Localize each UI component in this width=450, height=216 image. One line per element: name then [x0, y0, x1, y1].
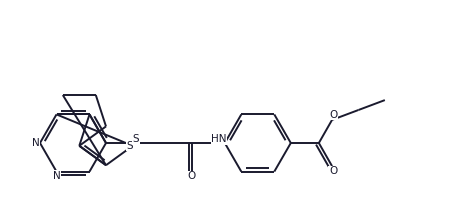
Text: O: O: [329, 110, 337, 120]
Text: O: O: [188, 171, 196, 181]
Text: N: N: [32, 138, 40, 148]
Text: S: S: [126, 141, 133, 151]
Text: HN: HN: [211, 134, 227, 144]
Text: O: O: [329, 166, 337, 176]
Text: S: S: [132, 134, 139, 144]
Text: N: N: [53, 171, 60, 181]
